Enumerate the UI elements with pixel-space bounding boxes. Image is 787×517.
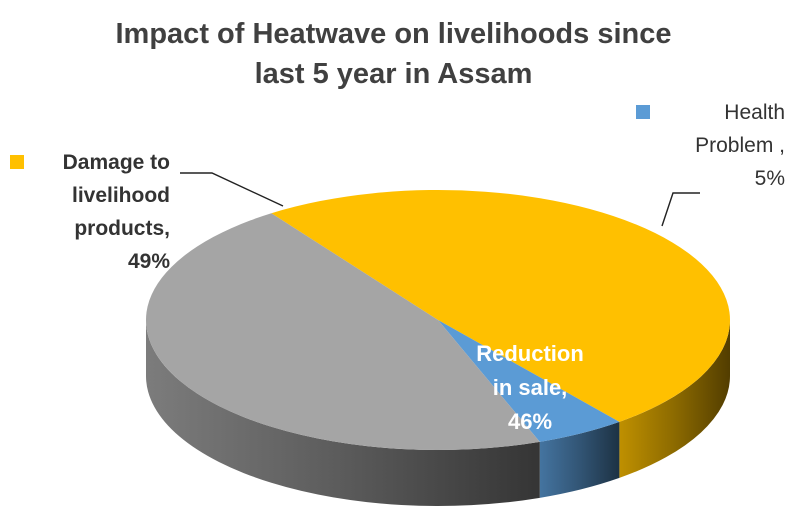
reduction-slice-label: Reduction in sale, 46% bbox=[430, 337, 630, 439]
chart-title: Impact of Heatwave on livelihoods since … bbox=[0, 14, 787, 94]
reduction-label-line-1: Reduction bbox=[476, 341, 584, 366]
damage-color-key bbox=[10, 155, 24, 169]
health-color-key bbox=[636, 105, 650, 119]
health-label-line-3: 5% bbox=[754, 167, 785, 190]
health-leader-line bbox=[661, 192, 700, 227]
reduction-label-line-3: 46% bbox=[507, 409, 553, 434]
damage-leader-line bbox=[180, 172, 284, 207]
damage-label-line-4: 49% bbox=[127, 250, 170, 273]
damage-label-line-3: products, bbox=[74, 217, 170, 240]
health-label-line-2: Problem , bbox=[695, 134, 785, 157]
damage-label-line-1: Damage to bbox=[62, 151, 170, 174]
chart-title-line-2: last 5 year in Assam bbox=[254, 58, 533, 90]
damage-slice-label: Damage to livelihood products, 49% bbox=[10, 146, 170, 278]
pie-slice-damage-to-livelihood-products bbox=[271, 190, 730, 422]
pie-side-health-problem bbox=[539, 421, 620, 498]
pie-side-damage-to-livelihood-products bbox=[619, 320, 730, 478]
pie-slice-health-problem bbox=[438, 320, 620, 442]
damage-label-line-2: livelihood bbox=[71, 184, 170, 207]
pie-side-reduction-in-sale bbox=[146, 320, 540, 506]
chart-title-line-1: Impact of Heatwave on livelihoods since bbox=[115, 18, 672, 50]
health-slice-label: Health Problem , 5% bbox=[625, 96, 785, 195]
reduction-label-line-2: in sale, bbox=[492, 375, 568, 400]
pie-slice-reduction-in-sale bbox=[146, 213, 540, 450]
health-label-line-1: Health bbox=[724, 101, 785, 124]
